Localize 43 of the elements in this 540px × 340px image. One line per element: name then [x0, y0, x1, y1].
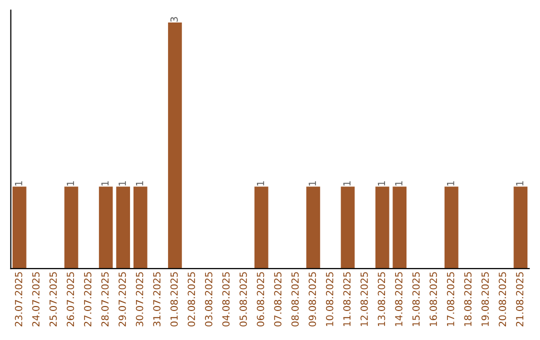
x-tick-label: 03.08.2025 — [204, 272, 212, 326]
x-tick-label: 10.08.2025 — [326, 272, 334, 326]
x-tick-label: 01.08.2025 — [170, 272, 178, 326]
x-tick-label: 14.08.2025 — [395, 272, 402, 326]
x-tick-label: 09.08.2025 — [308, 272, 316, 326]
data-label: 1 — [447, 181, 454, 186]
data-label: 1 — [15, 181, 22, 186]
x-tick-label: 26.07.2025 — [66, 272, 74, 326]
x-tick-label: 02.08.2025 — [188, 272, 196, 326]
x-tick-label: 30.07.2025 — [136, 272, 144, 326]
x-tick-label: 04.08.2025 — [222, 272, 230, 326]
x-tick-label: 13.08.2025 — [378, 272, 386, 326]
data-label: 1 — [118, 181, 126, 186]
x-tick-label: 25.07.2025 — [49, 272, 57, 326]
data-label: 1 — [378, 181, 386, 186]
x-tick-label: 20.08.2025 — [498, 272, 506, 326]
x-tick-label: 23.07.2025 — [14, 272, 22, 326]
data-label: 1 — [395, 181, 402, 186]
x-tick-label: 08.08.2025 — [291, 272, 299, 326]
data-label: 1 — [516, 181, 524, 186]
data-label: 1 — [343, 181, 350, 186]
x-tick-label: 05.08.2025 — [240, 272, 247, 326]
x-tick-label: 12.08.2025 — [360, 272, 368, 326]
x-tick-label: 31.07.2025 — [153, 272, 160, 326]
data-label: 3 — [170, 17, 178, 22]
x-tick-label: 27.07.2025 — [84, 272, 92, 326]
x-tick-label: 07.08.2025 — [274, 272, 282, 326]
x-tick-label: 06.08.2025 — [256, 272, 264, 326]
x-tick-label: 18.08.2025 — [464, 272, 472, 326]
x-tick-label: 11.08.2025 — [343, 272, 351, 326]
x-tick-label: 16.08.2025 — [430, 272, 437, 326]
x-tick-label: 21.08.2025 — [516, 272, 524, 326]
data-label: 1 — [136, 181, 144, 186]
x-tick-label: 24.07.2025 — [32, 272, 40, 326]
x-tick-label: 28.07.2025 — [101, 272, 109, 326]
x-tick-label: 19.08.2025 — [481, 272, 489, 326]
x-tick-label: 29.07.2025 — [118, 272, 126, 326]
data-label: 1 — [308, 181, 316, 186]
x-tick-label: 17.08.2025 — [446, 272, 454, 326]
data-label: 1 — [101, 181, 109, 186]
data-label: 1 — [256, 181, 264, 186]
x-tick-label: 15.08.2025 — [412, 272, 420, 326]
data-label: 1 — [66, 181, 74, 186]
